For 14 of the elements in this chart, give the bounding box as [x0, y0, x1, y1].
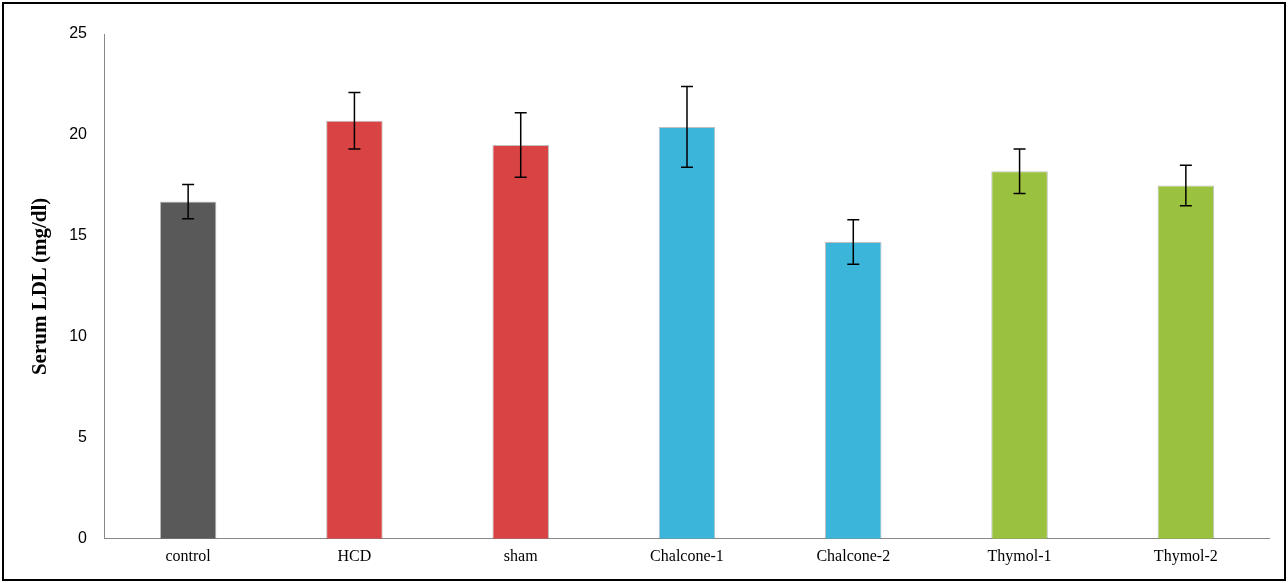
y-tick-label: 0: [78, 529, 88, 547]
x-tick-label: Chalcone-2: [816, 546, 891, 564]
y-tick-label: 15: [69, 226, 88, 244]
x-tick-label: sham: [503, 546, 539, 564]
x-tick-label: Chalcone-1: [650, 546, 724, 564]
y-axis-title: Serum LDL (mg/dl): [27, 197, 52, 376]
y-tick-label: 25: [69, 24, 88, 42]
x-tick-label: HCD: [337, 546, 372, 564]
y-tick-label: 20: [69, 125, 88, 143]
y-tick-label: 5: [78, 428, 88, 446]
y-tick-label: 10: [69, 327, 88, 345]
x-tick-label: Thymol-2: [1153, 546, 1218, 565]
x-tick-label: Thymol-1: [987, 546, 1052, 565]
x-tick-label: control: [165, 546, 212, 564]
